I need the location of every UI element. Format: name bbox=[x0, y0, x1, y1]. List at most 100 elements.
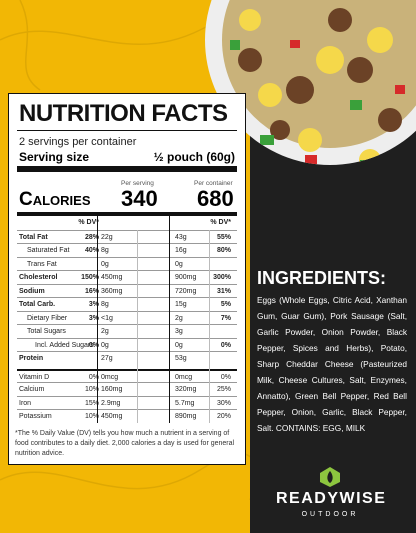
column-divider bbox=[209, 229, 210, 423]
calories-container: 680 bbox=[197, 186, 234, 211]
serving-amount: 0mcg bbox=[101, 373, 119, 381]
serving-amount: 27g bbox=[101, 355, 113, 362]
serving-amount: 160mg bbox=[101, 386, 123, 393]
nutrient-row: Iron 2.9mg 15% 5.7mg 30% bbox=[17, 395, 237, 410]
nutrient-row: Dietary Fiber <1g 3% 2g 7% bbox=[17, 310, 237, 325]
per-container: Per container bbox=[194, 180, 233, 187]
nutrient-label: Protein bbox=[19, 355, 44, 362]
thick-rule bbox=[17, 212, 237, 216]
serving-dv: 0% bbox=[88, 341, 99, 349]
column-divider bbox=[169, 216, 170, 423]
container-amount: 0g bbox=[175, 260, 183, 268]
nutrient-label: Vitamin D bbox=[19, 373, 50, 381]
nutrient-row: Sodium 360mg 16% 720mg 31% bbox=[17, 283, 237, 298]
nutrient-label: Saturated Fat bbox=[27, 247, 70, 254]
serving-dv: 15% bbox=[84, 399, 99, 407]
nutrition-box: NUTRITION FACTS 2 servings per container… bbox=[8, 93, 246, 465]
container-dv: 0% bbox=[220, 373, 231, 381]
serving-dv: 10% bbox=[84, 386, 99, 393]
serving-amount: 450mg bbox=[101, 413, 123, 420]
serving-size-label: Serving size bbox=[19, 150, 90, 164]
nutrient-label: Total Carb. bbox=[19, 301, 56, 308]
nutrient-label: Calcium bbox=[19, 386, 45, 393]
serving-size: ½ pouch (60g) bbox=[153, 150, 235, 164]
container-dv: 300% bbox=[213, 274, 231, 281]
per-serving: Per serving bbox=[121, 180, 154, 187]
container-dv: 80% bbox=[216, 247, 231, 254]
container-amount: 320mg bbox=[175, 386, 197, 393]
serving-dv: 0% bbox=[88, 373, 99, 381]
calories-label: Calories bbox=[19, 189, 91, 210]
serving-amount: 8g bbox=[101, 301, 109, 308]
container-amount: 43g bbox=[175, 233, 187, 241]
dv-header-row: % DV* % DV* bbox=[17, 216, 237, 230]
brand-tagline: OUTDOOR bbox=[301, 511, 359, 518]
brand-name: READYWISE bbox=[276, 490, 387, 507]
serving-amount: 0g bbox=[101, 341, 109, 349]
food-image bbox=[205, 0, 416, 165]
nutrient-row: Calcium 160mg 10% 320mg 25% bbox=[17, 382, 237, 396]
nutrient-row: Potassium 450mg 10% 890mg 20% bbox=[17, 409, 237, 423]
calories-serving: 340 bbox=[121, 186, 158, 211]
container-amount: 3g bbox=[175, 328, 183, 335]
container-amount: 15g bbox=[175, 301, 187, 308]
nutrient-label: Trans Fat bbox=[27, 260, 57, 268]
serving-dv: 150% bbox=[81, 274, 99, 281]
container-dv: 20% bbox=[216, 413, 231, 420]
serving-amount: 2.9mg bbox=[101, 399, 121, 407]
nutrient-label: Sodium bbox=[19, 287, 45, 295]
container-dv: 30% bbox=[216, 399, 231, 407]
column-divider bbox=[137, 229, 138, 423]
nutrient-label: Potassium bbox=[19, 413, 52, 420]
container-amount: 0g bbox=[175, 341, 183, 349]
serving-dv: 3% bbox=[88, 301, 99, 308]
serving-amount: <1g bbox=[101, 314, 113, 322]
container-dv: 5% bbox=[220, 301, 231, 308]
container-amount: 2g bbox=[175, 314, 183, 322]
nutrient-label: Cholesterol bbox=[19, 274, 58, 281]
nutrient-row: Vitamin D 0mcg 0% 0mcg 0% bbox=[17, 368, 237, 383]
container-amount: 16g bbox=[175, 247, 187, 254]
container-dv: 25% bbox=[216, 386, 231, 393]
container-amount: 53g bbox=[175, 355, 187, 362]
nutrient-row: Total Carb. 8g 3% 15g 5% bbox=[17, 297, 237, 311]
container-amount: 5.7mg bbox=[175, 399, 195, 407]
ingredients-text: Eggs (Whole Eggs, Citric Acid, Xanthan G… bbox=[257, 295, 407, 433]
nutrient-row: Total Fat 22g 28% 43g 55% bbox=[17, 229, 237, 244]
title: NUTRITION FACTS bbox=[19, 100, 228, 127]
rule bbox=[17, 130, 237, 131]
dv-header: % DV* bbox=[210, 219, 231, 226]
container-amount: 890mg bbox=[175, 413, 197, 420]
nutrient-row: Cholesterol 450mg 150% 900mg 300% bbox=[17, 270, 237, 284]
serving-amount: 22g bbox=[101, 233, 113, 241]
servings: 2 servings per container bbox=[19, 136, 137, 148]
nutrient-row: Trans Fat 0g 0g bbox=[17, 256, 237, 271]
nutrient-label: Incl. Added Sugars bbox=[35, 341, 94, 349]
container-dv: 31% bbox=[216, 287, 231, 295]
serving-dv: 28% bbox=[84, 233, 99, 241]
serving-dv: 10% bbox=[84, 413, 99, 420]
footnote: *The % Daily Value (DV) tells you how mu… bbox=[15, 430, 235, 457]
nutrient-row: Protein 27g 53g bbox=[17, 351, 237, 365]
logo-icon bbox=[320, 467, 340, 487]
nutrient-row: Total Sugars 2g 3g bbox=[17, 324, 237, 338]
serving-amount: 8g bbox=[101, 247, 109, 254]
container-amount: 0mcg bbox=[175, 373, 193, 381]
ingredients-title: INGREDIENTS: bbox=[257, 268, 387, 288]
serving-dv: 40% bbox=[84, 247, 99, 254]
container-dv: 7% bbox=[220, 314, 231, 322]
dv-header: % DV* bbox=[78, 219, 99, 226]
serving-amount: 0g bbox=[101, 260, 109, 268]
container-amount: 900mg bbox=[175, 274, 197, 281]
thick-rule bbox=[17, 166, 237, 172]
serving-dv: 3% bbox=[88, 314, 99, 322]
column-divider bbox=[97, 216, 98, 423]
serving-amount: 2g bbox=[101, 328, 109, 335]
nutrient-row: Incl. Added Sugars 0g 0% 0g 0% bbox=[17, 337, 237, 352]
container-dv: 55% bbox=[216, 233, 231, 241]
nutrient-label: Dietary Fiber bbox=[27, 314, 68, 322]
nutrient-label: Total Sugars bbox=[27, 328, 66, 335]
nutrient-row: Saturated Fat 8g 40% 16g 80% bbox=[17, 243, 237, 257]
nutrient-label: Iron bbox=[19, 399, 32, 407]
